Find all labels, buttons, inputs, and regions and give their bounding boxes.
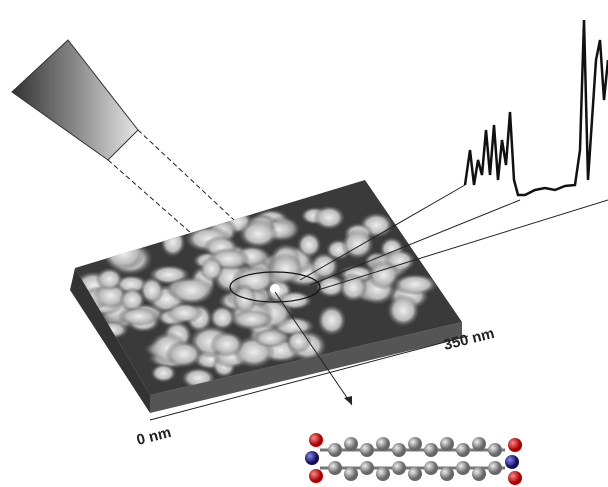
atom [472, 437, 486, 451]
atom [360, 461, 374, 475]
grain [231, 310, 273, 329]
molecule [305, 433, 522, 485]
scale-start-label: 0 nm [135, 424, 173, 449]
atom [392, 443, 406, 457]
atom [440, 467, 454, 481]
atom [344, 437, 358, 451]
atom [392, 461, 406, 475]
atom [424, 443, 438, 457]
atom [508, 438, 522, 452]
atom [376, 437, 390, 451]
atom [328, 461, 342, 475]
grain [339, 273, 368, 303]
atom [456, 461, 470, 475]
grain [268, 253, 303, 285]
atom [328, 443, 342, 457]
atom [309, 469, 323, 483]
grain [96, 267, 124, 290]
atom [376, 467, 390, 481]
atom [508, 471, 522, 485]
probe-tip [12, 40, 138, 160]
atom [408, 467, 422, 481]
atom [309, 433, 323, 447]
grain [169, 276, 215, 305]
atom [488, 443, 502, 457]
grain [150, 364, 176, 383]
grain [341, 229, 374, 260]
atom [505, 455, 519, 469]
grain [165, 340, 203, 367]
atom [472, 467, 486, 481]
atom [456, 443, 470, 457]
grain [209, 331, 244, 357]
grain [102, 237, 146, 271]
atom [344, 467, 358, 481]
illustration: 350 nm 0 nm [0, 0, 608, 487]
grain [200, 256, 224, 281]
atom [305, 451, 319, 465]
atom [360, 443, 374, 457]
grain [209, 305, 235, 330]
atom [424, 461, 438, 475]
grain [392, 274, 438, 296]
grain [166, 302, 204, 323]
atom [408, 437, 422, 451]
grain [313, 205, 345, 230]
atom [488, 461, 502, 475]
grain [160, 227, 185, 257]
grain [233, 284, 257, 315]
arrow-head [344, 396, 352, 405]
atom [440, 437, 454, 451]
grain [118, 307, 160, 326]
grain [317, 305, 347, 336]
grain [238, 219, 278, 248]
grain [297, 232, 322, 258]
spectrum [465, 20, 608, 195]
grain [253, 328, 288, 347]
